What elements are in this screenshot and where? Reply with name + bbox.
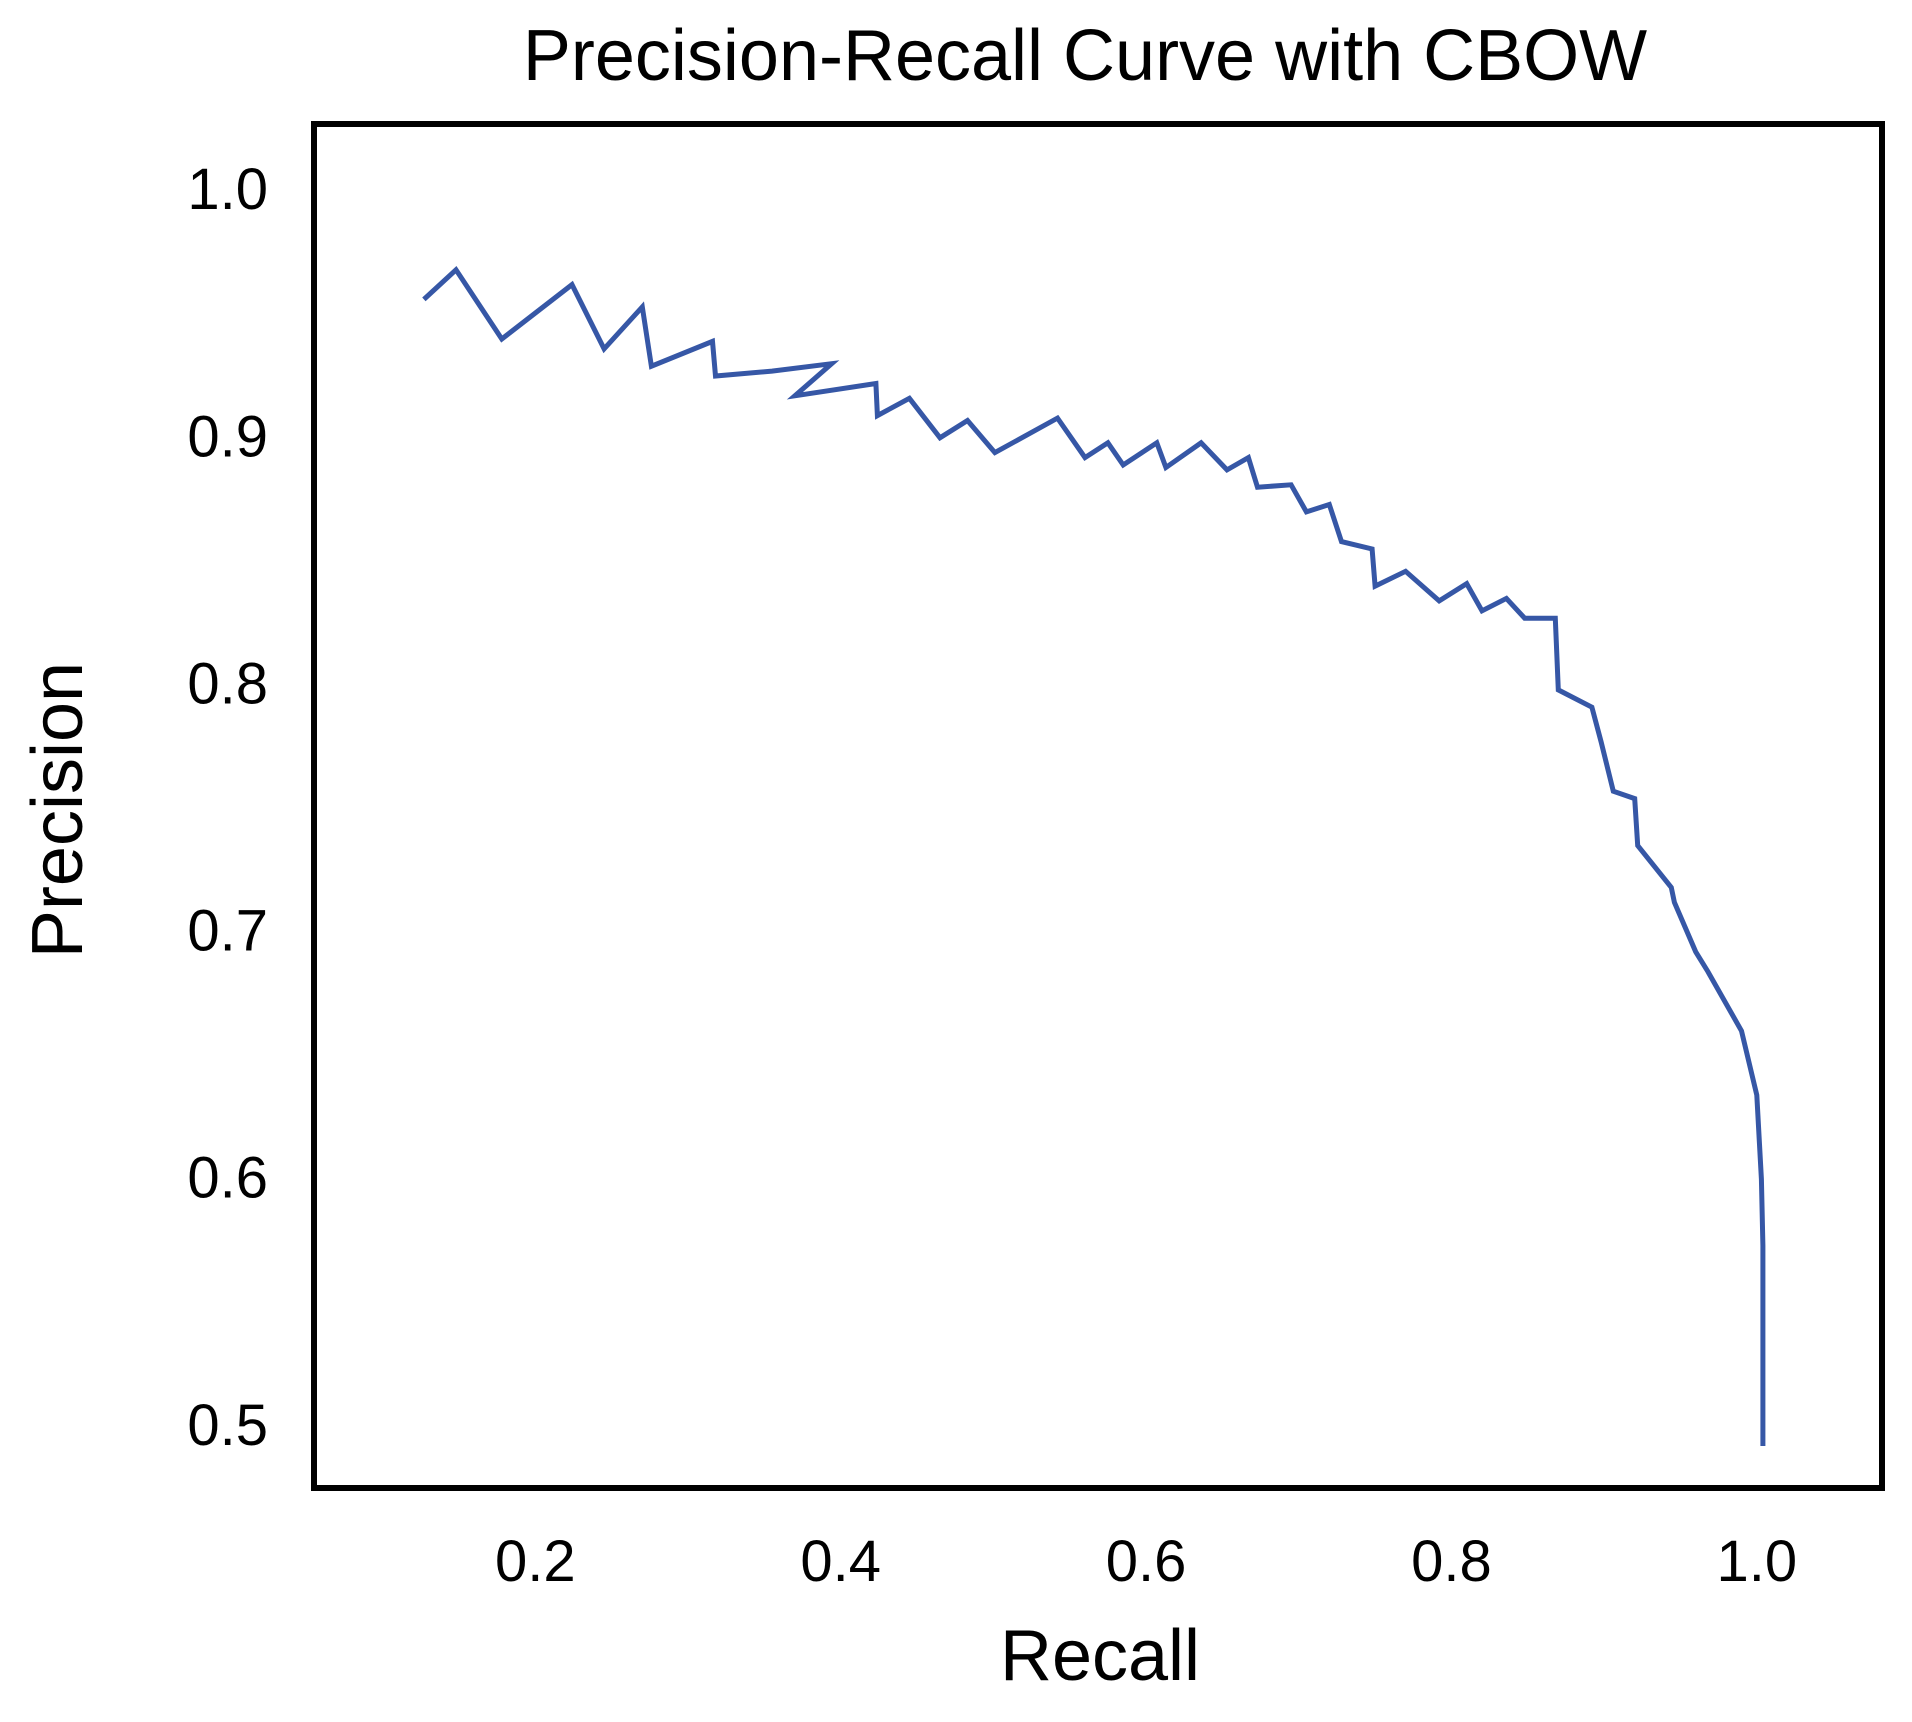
x-tick-label: 0.6 — [1106, 1529, 1187, 1594]
data-series — [422, 265, 1766, 1446]
x-tick-label: 0.4 — [800, 1529, 881, 1594]
x-tick-label: 0.8 — [1411, 1529, 1492, 1594]
y-tick-label: 0.6 — [187, 1146, 268, 1211]
y-tick-label: 0.9 — [187, 404, 268, 469]
y-tick-label: 0.7 — [187, 899, 268, 964]
plot-area-frame — [311, 121, 1885, 1491]
axis-ticks: 0.2 0.4 0.6 0.8 1.0 0.5 0.6 0.7 0.8 0.9 1.0 — [187, 157, 1797, 1594]
y-axis-label: Precision — [18, 662, 98, 958]
x-tick-label: 0.2 — [495, 1529, 576, 1594]
series-line-cbow — [422, 265, 1766, 1446]
x-axis-label: Recall — [1000, 1616, 1200, 1696]
y-tick-label: 0.8 — [187, 651, 268, 716]
chart-title: Precision-Recall Curve with CBOW — [523, 16, 1647, 96]
x-tick-label: 1.0 — [1716, 1529, 1797, 1594]
y-tick-label: 0.5 — [187, 1393, 268, 1458]
y-tick-label: 1.0 — [187, 157, 268, 222]
